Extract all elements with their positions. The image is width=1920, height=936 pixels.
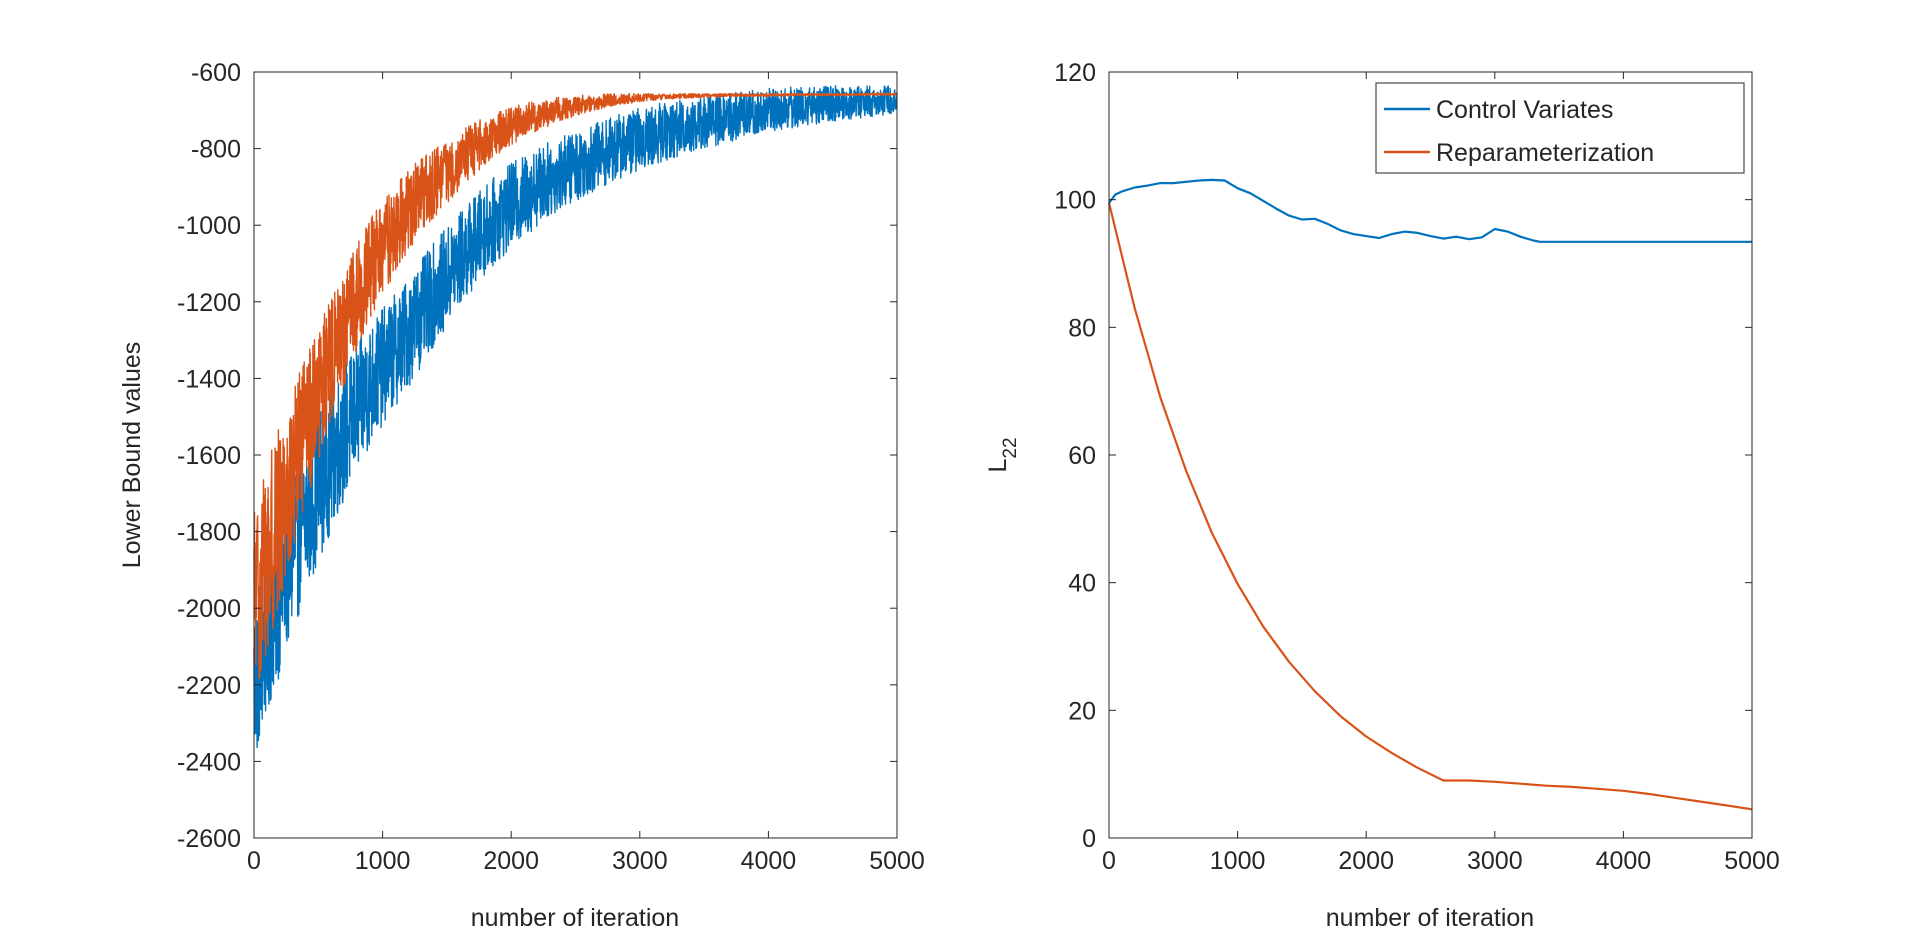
lower-bound-x-tick-label: 3000 xyxy=(612,847,668,875)
l22-y-axis-label-main: L xyxy=(984,459,1012,473)
l22-y-tick-label: 120 xyxy=(1054,59,1096,87)
l22-x-tick-label: 2000 xyxy=(1338,847,1394,875)
l22-y-tick-label: 80 xyxy=(1068,314,1096,342)
lower-bound-ticks: 0 1000 2000 3000 4000 5000 -600 -800 -1000 -1200 -… xyxy=(177,59,925,875)
l22-x-axis-label: number of iteration xyxy=(1326,904,1534,932)
l22-y-axis-label-group: L22 xyxy=(984,437,1021,472)
l22-y-axis-label-subscript: 22 xyxy=(1000,437,1021,458)
lower-bound-x-tick-label: 0 xyxy=(247,847,261,875)
lower-bound-x-tick-label: 2000 xyxy=(483,847,539,875)
l22-series-reparameterization xyxy=(1107,202,1753,811)
legend-box xyxy=(1375,82,1745,174)
l22-y-tick-label: 0 xyxy=(1082,825,1096,853)
lower-bound-y-tick-label: -2400 xyxy=(177,748,241,776)
l22-y-tick-label: 20 xyxy=(1068,697,1096,725)
l22-x-tick-label: 3000 xyxy=(1467,847,1523,875)
lower-bound-y-tick-label: -2600 xyxy=(177,825,241,853)
lower-bound-y-tick-label: -2000 xyxy=(177,595,241,623)
l22-chart: 0 1000 2000 3000 4000 5000 0 20 40 60 80 100 120 num… xyxy=(984,59,1780,932)
lower-bound-chart: 0 1000 2000 3000 4000 5000 -600 -800 -1000 -1200 -… xyxy=(118,59,925,932)
lower-bound-y-tick-label: -1400 xyxy=(177,365,241,393)
lower-bound-series-group xyxy=(253,85,898,749)
legend-label-control-variates: Control Variates xyxy=(1436,96,1613,124)
l22-series-control-variates xyxy=(1108,178,1752,243)
lower-bound-series-reparameterization xyxy=(253,92,898,680)
legend-label-reparameterization: Reparameterization xyxy=(1436,139,1654,167)
l22-x-tick-label: 0 xyxy=(1102,847,1116,875)
lower-bound-y-tick-label: -1800 xyxy=(177,519,241,547)
l22-y-tick-label: 40 xyxy=(1068,570,1096,598)
l22-x-tick-label: 1000 xyxy=(1210,847,1266,875)
lower-bound-x-tick-label: 5000 xyxy=(869,847,925,875)
legend: Control Variates Reparameterization xyxy=(1375,82,1745,174)
l22-ticks: 0 1000 2000 3000 4000 5000 0 20 40 60 80 100 120 xyxy=(1054,59,1780,875)
lower-bound-x-axis-label: number of iteration xyxy=(471,904,679,932)
lower-bound-y-axis-label: Lower Bound values xyxy=(118,342,146,569)
lower-bound-y-tick-label: -600 xyxy=(191,59,241,87)
lower-bound-y-tick-label: -1200 xyxy=(177,289,241,317)
l22-y-axis-label: L22 xyxy=(984,437,1021,472)
lower-bound-y-tick-label: -2200 xyxy=(177,672,241,700)
l22-series-group xyxy=(1107,178,1753,811)
lower-bound-y-tick-label: -1600 xyxy=(177,442,241,470)
l22-x-tick-label: 5000 xyxy=(1724,847,1780,875)
l22-x-tick-label: 4000 xyxy=(1596,847,1652,875)
l22-y-tick-label: 60 xyxy=(1068,442,1096,470)
lower-bound-x-tick-label: 1000 xyxy=(355,847,411,875)
lower-bound-y-tick-label: -1000 xyxy=(177,212,241,240)
l22-y-tick-label: 100 xyxy=(1054,187,1096,215)
lower-bound-y-tick-label: -800 xyxy=(191,136,241,164)
lower-bound-x-tick-label: 4000 xyxy=(741,847,797,875)
